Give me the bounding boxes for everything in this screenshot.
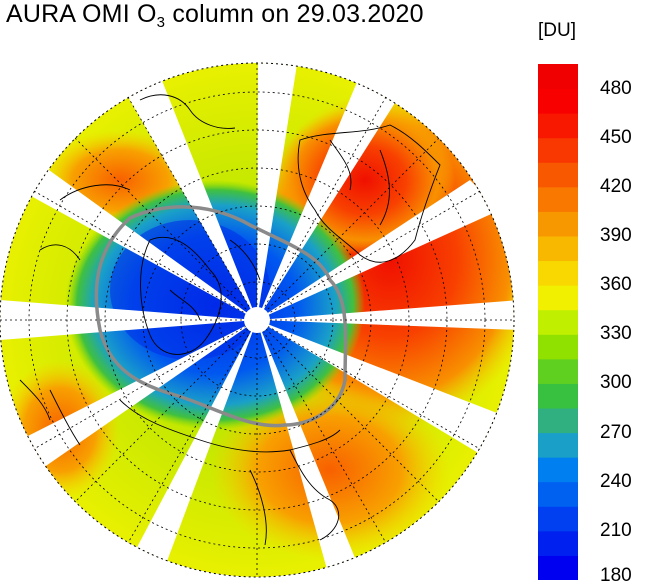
data-gap: [125, 320, 257, 577]
colorbar-segment: [538, 113, 578, 139]
colorbar-segment: [538, 137, 578, 163]
colorbar: [538, 64, 578, 580]
colorbar-tick-label: 390: [600, 225, 632, 246]
colorbar-unit: [DU]: [538, 20, 576, 41]
colorbar-tick-label: 330: [600, 323, 632, 345]
colorbar-segment: [538, 236, 578, 262]
data-gap: [95, 63, 257, 320]
colorbar-tick-label: 240: [600, 470, 632, 492]
colorbar-segment: [538, 162, 578, 188]
ozone-polar-map: [0, 62, 515, 578]
colorbar-tick-label: 300: [600, 372, 632, 394]
colorbar-segment: [538, 506, 578, 532]
colorbar-segment: [538, 432, 578, 458]
colorbar-segment: [538, 186, 578, 212]
colorbar-segment: [538, 334, 578, 360]
data-gap: [257, 180, 500, 320]
colorbar-segment: [538, 457, 578, 483]
colorbar-tick-label: 180: [600, 565, 632, 586]
data-gap: [0, 300, 257, 340]
colorbar-tick-label: 480: [600, 77, 632, 99]
colorbar-tick-label: 450: [600, 126, 632, 148]
colorbar-tick-label: 270: [600, 421, 632, 443]
ozone-field: [0, 63, 514, 577]
data-gap: [20, 320, 257, 470]
data-gap: [257, 63, 300, 320]
north-pole-gap: [244, 307, 270, 333]
title-suffix: column on 29.03.2020: [165, 0, 424, 28]
colorbar-segment: [538, 358, 578, 384]
colorbar-segment: [538, 88, 578, 114]
coastlines: [19, 94, 441, 546]
colorbar-segment: [538, 211, 578, 237]
colorbar-tick-label: 210: [600, 519, 632, 541]
data-gap: [257, 320, 514, 460]
colorbar-segment: [538, 408, 578, 434]
ozone-hole-contour: [94, 205, 348, 428]
colorbar-segment: [538, 64, 578, 90]
colorbar-tick-label: 420: [600, 175, 632, 197]
colorbar-segment: [538, 260, 578, 286]
graticule: [0, 63, 514, 577]
map-title: AURA OMI O3 column on 29.03.2020: [6, 0, 424, 31]
colorbar-segment: [538, 481, 578, 507]
title-subscript: 3: [156, 14, 166, 31]
data-gap: [257, 300, 514, 330]
colorbar-segment: [538, 383, 578, 409]
data-gap: [20, 160, 257, 320]
colorbar-segment: [538, 285, 578, 311]
colorbar-segment: [538, 555, 578, 580]
colorbar-tick-label: 360: [600, 274, 632, 296]
data-gap: [257, 320, 360, 577]
colorbar-segment: [538, 530, 578, 556]
colorbar-segment: [538, 309, 578, 335]
title-prefix: AURA OMI O: [6, 0, 157, 28]
